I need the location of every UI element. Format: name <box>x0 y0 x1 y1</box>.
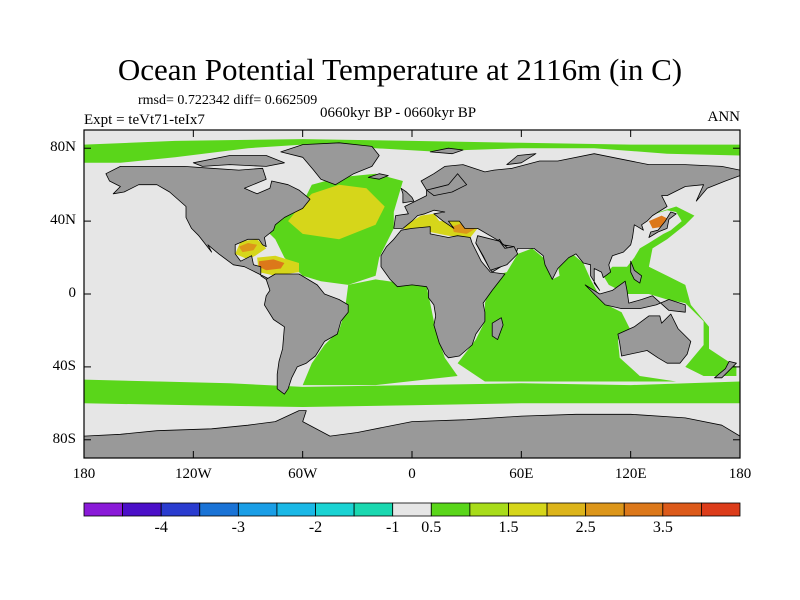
y-tick-label: 80N <box>50 139 76 156</box>
colorbar-label: -4 <box>136 519 186 537</box>
colorbar-box <box>238 503 277 516</box>
colorbar-box <box>586 503 625 516</box>
colorbar-box <box>547 503 586 516</box>
colorbar-label: -3 <box>213 519 263 537</box>
y-tick-label: 40N <box>50 212 76 229</box>
colorbar-box <box>316 503 355 516</box>
colorbar-box <box>277 503 316 516</box>
y-tick-label: 80S <box>53 431 76 448</box>
x-tick-label: 180 <box>54 466 114 483</box>
x-tick-label: 120W <box>163 466 223 483</box>
x-tick-label: 60E <box>491 466 551 483</box>
colorbar-label: 2.5 <box>561 519 611 537</box>
x-tick-label: 120E <box>601 466 661 483</box>
colorbar-box <box>200 503 239 516</box>
colorbar-box <box>123 503 162 516</box>
x-tick-label: 180 <box>710 466 770 483</box>
y-tick-label: 40S <box>53 358 76 375</box>
colorbar-box <box>470 503 509 516</box>
colorbar-box <box>431 503 470 516</box>
colorbar-label: 3.5 <box>638 519 688 537</box>
colorbar-label: 0.5 <box>406 519 456 537</box>
colorbar-box <box>354 503 393 516</box>
colorbar-box <box>393 503 432 516</box>
colorbar-box <box>84 503 123 516</box>
world-map-plot <box>0 0 800 600</box>
x-tick-label: 60W <box>273 466 333 483</box>
colorbar-box <box>508 503 547 516</box>
x-tick-label: 0 <box>382 466 442 483</box>
colorbar-label: 1.5 <box>483 519 533 537</box>
colorbar-box <box>161 503 200 516</box>
y-tick-label: 0 <box>69 285 77 302</box>
colorbar-box <box>624 503 663 516</box>
colorbar-label: -2 <box>291 519 341 537</box>
colorbar-box <box>663 503 702 516</box>
colorbar-box <box>701 503 740 516</box>
